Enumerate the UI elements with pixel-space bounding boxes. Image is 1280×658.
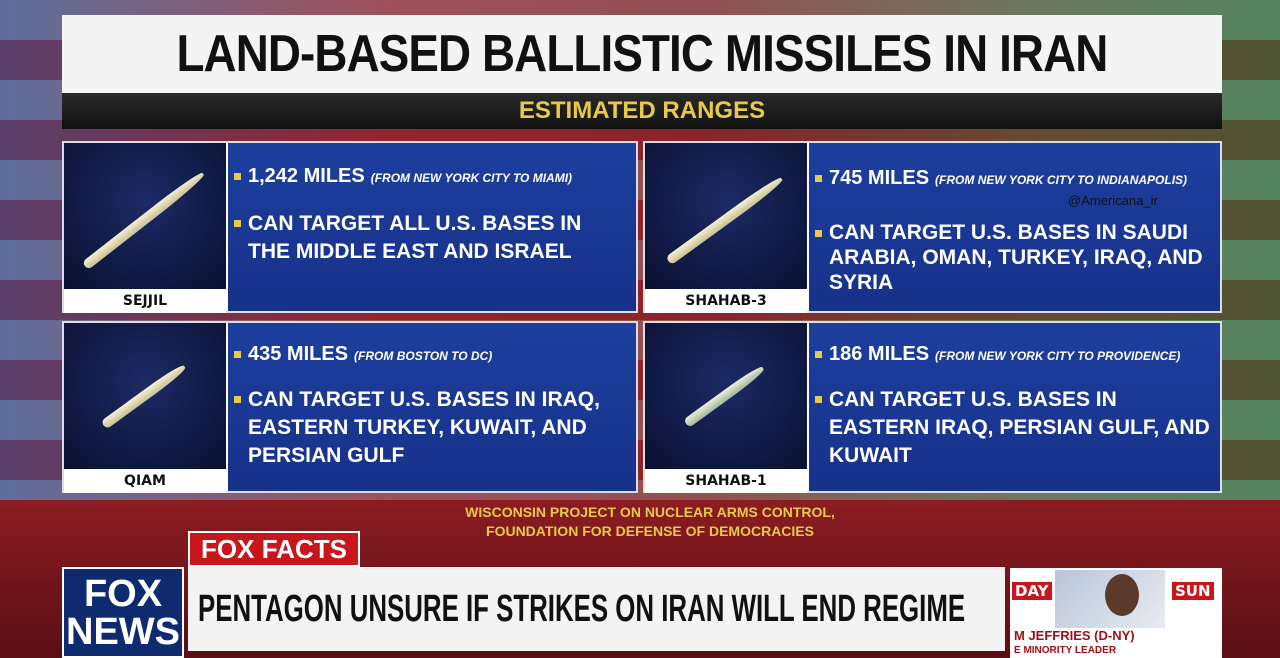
page-title: LAND-BASED BALLISTIC MISSILES IN IRAN <box>176 25 1109 83</box>
source-credit: WISCONSIN PROJECT ON NUCLEAR ARMS CONTRO… <box>0 503 1280 541</box>
headline: PENTAGON UNSURE IF STRIKES ON IRAN WILL … <box>198 587 966 630</box>
missile-name: SEJJIL <box>64 289 226 313</box>
missile-card-shahab-3: SHAHAB-3 745 MILES (FROM NEW YORK CITY TO… <box>643 141 1222 313</box>
bullet-icon <box>234 220 241 227</box>
bullet-icon <box>815 230 822 237</box>
missile-name: SHAHAB-1 <box>645 469 807 493</box>
headline-bar: PENTAGON UNSURE IF STRIKES ON IRAN WILL … <box>188 567 1005 651</box>
missile-image <box>64 143 226 289</box>
missile-name: SHAHAB-3 <box>645 289 807 313</box>
bullet-icon <box>234 396 241 403</box>
bullet-icon <box>815 396 822 403</box>
watermark: @Americana_ir <box>1068 193 1158 208</box>
guest-name: M JEFFRIES (D-NY) <box>1014 628 1135 643</box>
missile-card-sejjil: SEJJIL 1,242 MILES (FROM NEW YORK CITY TO… <box>62 141 638 313</box>
guest-caption: M JEFFRIES (D-NY) E MINORITY LEADER <box>1010 628 1222 657</box>
range-note: (FROM NEW YORK CITY TO PROVIDENCE) <box>935 349 1181 363</box>
missile-icon <box>100 362 188 430</box>
missile-image <box>64 323 226 469</box>
missile-image <box>645 323 807 469</box>
next-segment-thumbnail: DAY SUN M JEFFRIES (D-NY) E MINORITY LEA… <box>1010 568 1222 658</box>
missile-icon <box>81 169 207 271</box>
missile-icon <box>683 364 766 428</box>
range-note: (FROM NEW YORK CITY TO MIAMI) <box>370 171 573 185</box>
missile-name: QIAM <box>64 469 226 493</box>
guest-title: E MINORITY LEADER <box>1014 645 1117 656</box>
range: 745 MILES <box>829 167 930 189</box>
targets: CAN TARGET ALL U.S. BASES IN THE MIDDLE … <box>248 212 582 263</box>
targets: CAN TARGET U.S. BASES IN EASTERN IRAQ, P… <box>829 388 1210 467</box>
logo-text: FOX <box>83 573 163 615</box>
range: 435 MILES <box>248 343 349 365</box>
guest-face <box>1105 574 1139 616</box>
bullet-icon <box>234 173 241 181</box>
subtitle-band: ESTIMATED RANGES <box>62 93 1222 129</box>
logo-text: NEWS <box>66 611 180 653</box>
source-line: FOUNDATION FOR DEFENSE OF DEMOCRACIES <box>486 523 814 539</box>
range-note: (FROM NEW YORK CITY TO INDIANAPOLIS) <box>935 173 1188 187</box>
show-tag-right: SUN <box>1172 582 1214 600</box>
missile-card-qiam: QIAM 435 MILES (FROM BOSTON TO DC) CAN TA… <box>62 321 638 493</box>
fox-news-logo: FOX NEWS <box>62 567 184 658</box>
subtitle: ESTIMATED RANGES <box>518 97 766 124</box>
missile-image <box>645 143 807 289</box>
bullet-icon <box>815 351 822 359</box>
source-line: WISCONSIN PROJECT ON NUCLEAR ARMS CONTRO… <box>465 504 835 520</box>
bullet-icon <box>234 351 241 359</box>
targets: CAN TARGET U.S. BASES IN SAUDI ARABIA, O… <box>829 221 1203 294</box>
targets: CAN TARGET U.S. BASES IN IRAQ, EASTERN T… <box>248 388 600 467</box>
missile-card-shahab-1: SHAHAB-1 186 MILES (FROM NEW YORK CITY TO… <box>643 321 1222 493</box>
missile-icon <box>665 174 785 266</box>
range: 1,242 MILES <box>248 165 365 187</box>
title-panel: LAND-BASED BALLISTIC MISSILES IN IRAN <box>62 15 1222 93</box>
range-note: (FROM BOSTON TO DC) <box>354 349 493 363</box>
show-tag-left: DAY <box>1012 582 1052 600</box>
fox-facts-label: FOX FACTS <box>188 531 360 567</box>
range: 186 MILES <box>829 343 930 365</box>
bullet-icon <box>815 175 822 183</box>
